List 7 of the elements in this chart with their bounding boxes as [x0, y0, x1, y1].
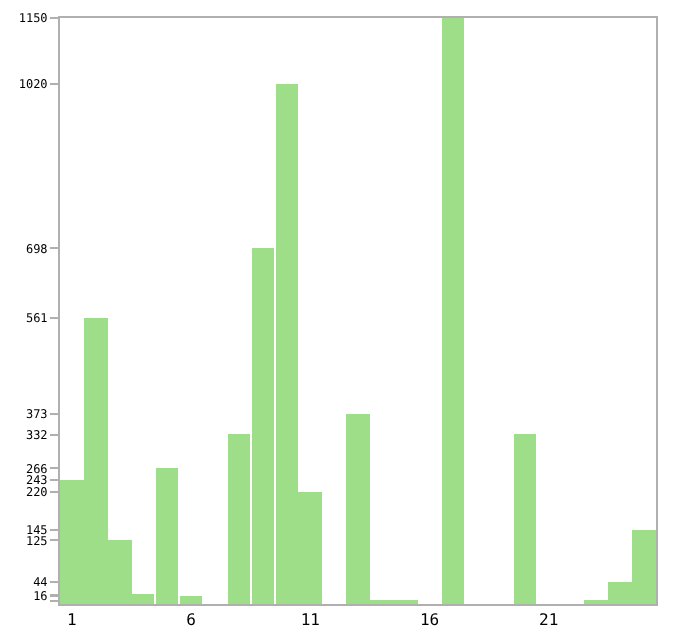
x-tick-label: 11 — [300, 611, 321, 630]
x-tick-label: 6 — [186, 611, 197, 630]
x-tick-label: 21 — [539, 611, 559, 630]
x-tick-label: 1 — [67, 611, 78, 630]
x-tick-label: 16 — [419, 611, 440, 630]
bar — [442, 18, 464, 604]
bar — [514, 434, 536, 604]
